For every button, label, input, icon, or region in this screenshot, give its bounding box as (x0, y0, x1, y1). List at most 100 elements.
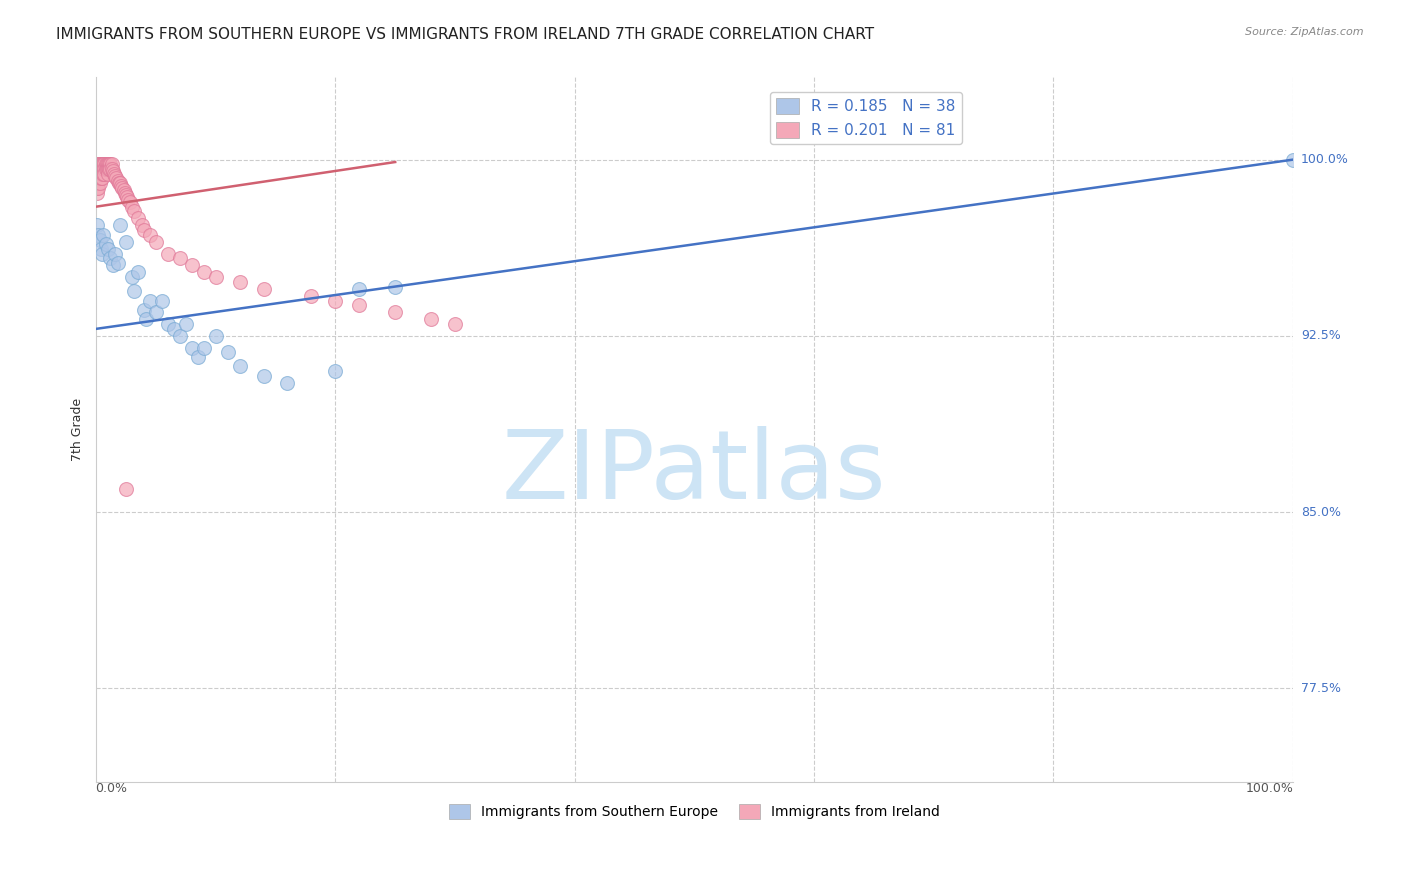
Point (105, 171, 128, 186)
Text: Source: ZipAtlas.com: Source: ZipAtlas.com (1246, 27, 1364, 37)
Point (187, 350, 209, 364)
Point (110, 178, 132, 193)
Point (93, 162, 115, 177)
Point (87, 227, 110, 242)
Legend: Immigrants from Southern Europe, Immigrants from Ireland: Immigrants from Southern Europe, Immigra… (443, 799, 945, 825)
Point (111, 181, 134, 195)
Point (87, 167, 110, 181)
Point (204, 270, 226, 285)
Point (139, 227, 162, 242)
Point (252, 282, 274, 296)
Point (204, 329, 226, 343)
Point (121, 270, 143, 285)
Point (91, 162, 114, 177)
Point (100, 157, 122, 171)
Point (169, 252, 191, 266)
Point (91, 162, 114, 177)
Text: 100.0%: 100.0% (1246, 782, 1294, 796)
Point (180, 341, 202, 355)
Point (349, 298, 371, 312)
Point (86, 219, 108, 233)
Text: 92.5%: 92.5% (1301, 329, 1341, 343)
Point (90, 242, 112, 256)
Text: 85.0%: 85.0% (1301, 506, 1341, 518)
Point (117, 193, 139, 207)
Point (174, 317, 197, 331)
Point (150, 293, 173, 308)
Point (87, 176, 110, 190)
Point (108, 219, 131, 233)
Point (180, 259, 202, 273)
Point (90, 167, 112, 181)
Point (103, 167, 125, 181)
Point (325, 364, 347, 378)
Point (104, 169, 127, 183)
Point (107, 176, 129, 190)
Point (86, 186, 108, 200)
Point (384, 305, 406, 319)
Text: 77.5%: 77.5% (1301, 681, 1341, 695)
Point (94, 162, 117, 177)
Point (93, 157, 115, 171)
Point (384, 279, 406, 293)
Point (91, 157, 114, 171)
Point (156, 317, 179, 331)
Point (145, 235, 167, 249)
Point (127, 265, 149, 279)
Point (91, 157, 114, 171)
Point (91, 167, 114, 181)
Point (299, 289, 322, 303)
Text: 0.0%: 0.0% (94, 782, 127, 796)
Point (163, 322, 186, 336)
Point (132, 303, 155, 318)
Point (87, 162, 110, 177)
Y-axis label: 7th Grade: 7th Grade (72, 399, 84, 461)
Point (115, 190, 138, 204)
Point (91, 227, 114, 242)
Point (97, 167, 120, 181)
Point (325, 293, 347, 308)
Point (86, 181, 108, 195)
Point (115, 235, 138, 249)
Text: ZIPatlas: ZIPatlas (502, 425, 887, 518)
Point (132, 223, 155, 237)
Point (90, 157, 112, 171)
Point (96, 162, 118, 177)
Point (107, 256, 129, 270)
Point (90, 171, 112, 186)
Point (86, 176, 108, 190)
Point (118, 194, 141, 209)
Point (101, 164, 124, 178)
Point (100, 162, 122, 177)
Point (112, 183, 135, 197)
Point (91, 167, 114, 181)
Point (124, 285, 146, 299)
Point (127, 211, 149, 226)
Point (98, 162, 121, 177)
Point (94, 237, 117, 252)
Point (108, 176, 131, 190)
Point (86, 167, 108, 181)
Point (145, 305, 167, 319)
Point (87, 171, 110, 186)
Text: IMMIGRANTS FROM SOUTHERN EUROPE VS IMMIGRANTS FROM IRELAND 7TH GRADE CORRELATION: IMMIGRANTS FROM SOUTHERN EUROPE VS IMMIG… (56, 27, 875, 42)
Point (349, 282, 371, 296)
Point (96, 157, 118, 171)
Point (89, 233, 111, 247)
Point (217, 345, 239, 359)
Point (131, 219, 153, 233)
Point (97, 242, 120, 256)
Point (156, 246, 179, 260)
Point (98, 157, 121, 171)
Point (93, 167, 115, 181)
Point (139, 293, 162, 308)
Point (100, 157, 122, 171)
Point (276, 376, 298, 390)
Point (91, 171, 114, 186)
Point (91, 246, 114, 260)
Point (228, 359, 250, 374)
Point (97, 162, 120, 177)
Point (100, 252, 122, 266)
Point (86, 157, 108, 171)
Point (114, 186, 136, 200)
